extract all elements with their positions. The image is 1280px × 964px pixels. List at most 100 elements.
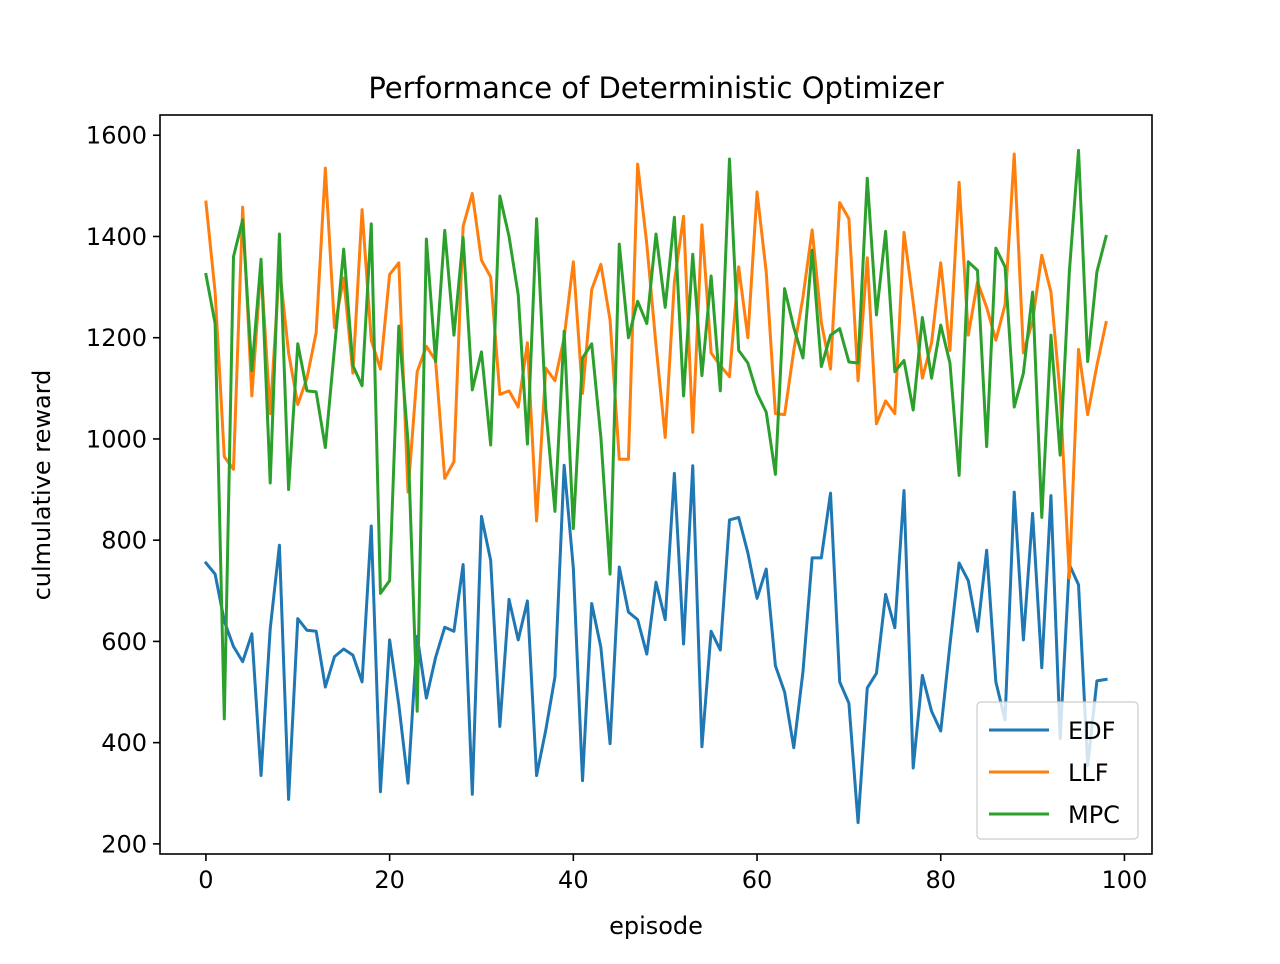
data-point-edf-77 (912, 767, 914, 769)
data-point-mpc-12 (315, 391, 317, 393)
data-point-mpc-1 (214, 322, 216, 324)
data-point-mpc-28 (462, 236, 464, 238)
x-tick-label: 80 (925, 866, 956, 894)
data-point-llf-98 (1105, 321, 1107, 323)
data-point-edf-60 (756, 597, 758, 599)
y-tick-label: 1200 (86, 324, 147, 352)
y-tick-label: 200 (101, 830, 147, 858)
data-point-llf-64 (793, 349, 795, 351)
data-point-mpc-92 (1050, 334, 1052, 336)
x-axis-ticks: 0 20 40 60 80 100 (198, 854, 1147, 894)
data-point-edf-3 (232, 645, 234, 647)
data-point-edf-49 (655, 581, 657, 583)
data-point-edf-50 (664, 618, 666, 620)
data-point-edf-56 (719, 649, 721, 651)
data-point-edf-71 (857, 821, 859, 823)
x-tick-label: 20 (374, 866, 405, 894)
data-point-mpc-58 (737, 349, 739, 351)
y-tick-label: 1400 (86, 223, 147, 251)
data-point-mpc-75 (894, 370, 896, 372)
data-point-edf-41 (581, 779, 583, 781)
data-point-llf-7 (269, 412, 271, 414)
data-point-edf-20 (388, 639, 390, 641)
data-point-llf-10 (297, 403, 299, 405)
y-tick-label: 600 (101, 628, 147, 656)
data-point-edf-90 (1031, 512, 1033, 514)
data-point-mpc-29 (471, 389, 473, 391)
data-point-edf-51 (673, 472, 675, 474)
series-mpc (204, 148, 1108, 721)
data-point-llf-0 (205, 201, 207, 203)
legend-label-mpc: MPC (1068, 801, 1120, 829)
data-point-edf-10 (297, 617, 299, 619)
data-point-mpc-90 (1031, 291, 1033, 293)
data-point-edf-4 (241, 660, 243, 662)
data-point-edf-24 (425, 697, 427, 699)
data-point-mpc-62 (774, 473, 776, 475)
data-point-edf-27 (453, 630, 455, 632)
data-point-edf-30 (480, 515, 482, 517)
data-point-edf-35 (526, 600, 528, 602)
data-point-mpc-27 (453, 334, 455, 336)
data-point-mpc-85 (985, 445, 987, 447)
data-point-edf-91 (1041, 667, 1043, 669)
data-point-mpc-55 (710, 275, 712, 277)
data-point-mpc-35 (526, 443, 528, 445)
data-point-mpc-22 (407, 440, 409, 442)
data-point-mpc-10 (297, 343, 299, 345)
data-point-edf-7 (269, 628, 271, 630)
data-point-mpc-96 (1087, 360, 1089, 362)
data-point-llf-26 (444, 477, 446, 479)
data-point-edf-34 (517, 639, 519, 641)
data-point-llf-36 (535, 520, 537, 522)
data-point-edf-29 (471, 793, 473, 795)
series-layer (203, 148, 1108, 825)
data-point-llf-81 (949, 349, 951, 351)
data-point-llf-53 (692, 431, 694, 433)
data-point-mpc-37 (545, 407, 547, 409)
data-point-edf-78 (921, 674, 923, 676)
x-tick-label: 60 (742, 866, 773, 894)
data-point-mpc-80 (940, 324, 942, 326)
data-point-mpc-25 (434, 360, 436, 362)
data-point-llf-69 (839, 201, 841, 203)
data-point-llf-68 (829, 368, 831, 370)
data-point-edf-74 (884, 593, 886, 595)
y-tick-label: 800 (101, 527, 147, 555)
data-point-mpc-73 (875, 314, 877, 316)
data-point-edf-57 (728, 519, 730, 521)
chart-title: Performance of Deterministic Optimizer (368, 71, 943, 105)
data-point-mpc-16 (352, 364, 354, 366)
data-point-edf-19 (379, 791, 381, 793)
data-point-mpc-43 (600, 436, 602, 438)
data-point-mpc-9 (287, 488, 289, 490)
data-point-llf-87 (1004, 304, 1006, 306)
data-point-edf-40 (572, 567, 574, 569)
series-llf (204, 152, 1108, 580)
data-point-edf-13 (324, 686, 326, 688)
data-point-mpc-32 (499, 195, 501, 197)
data-point-llf-78 (921, 377, 923, 379)
data-point-llf-49 (655, 344, 657, 346)
y-axis-label: culmulative reward (28, 370, 56, 601)
data-point-llf-1 (214, 291, 216, 293)
data-point-edf-21 (398, 703, 400, 705)
data-point-llf-94 (1068, 577, 1070, 579)
data-point-edf-47 (636, 618, 638, 620)
data-point-mpc-20 (388, 579, 390, 581)
data-point-mpc-94 (1068, 271, 1070, 273)
data-point-mpc-41 (581, 357, 583, 359)
data-point-mpc-53 (692, 253, 694, 255)
data-point-mpc-81 (949, 362, 951, 364)
data-point-edf-18 (370, 525, 372, 527)
data-point-mpc-44 (609, 573, 611, 575)
data-point-llf-76 (903, 231, 905, 233)
data-point-edf-81 (949, 644, 951, 646)
data-point-mpc-95 (1077, 149, 1079, 151)
data-point-edf-48 (646, 653, 648, 655)
data-point-mpc-69 (839, 327, 841, 329)
data-point-mpc-8 (278, 233, 280, 235)
data-point-llf-51 (673, 281, 675, 283)
